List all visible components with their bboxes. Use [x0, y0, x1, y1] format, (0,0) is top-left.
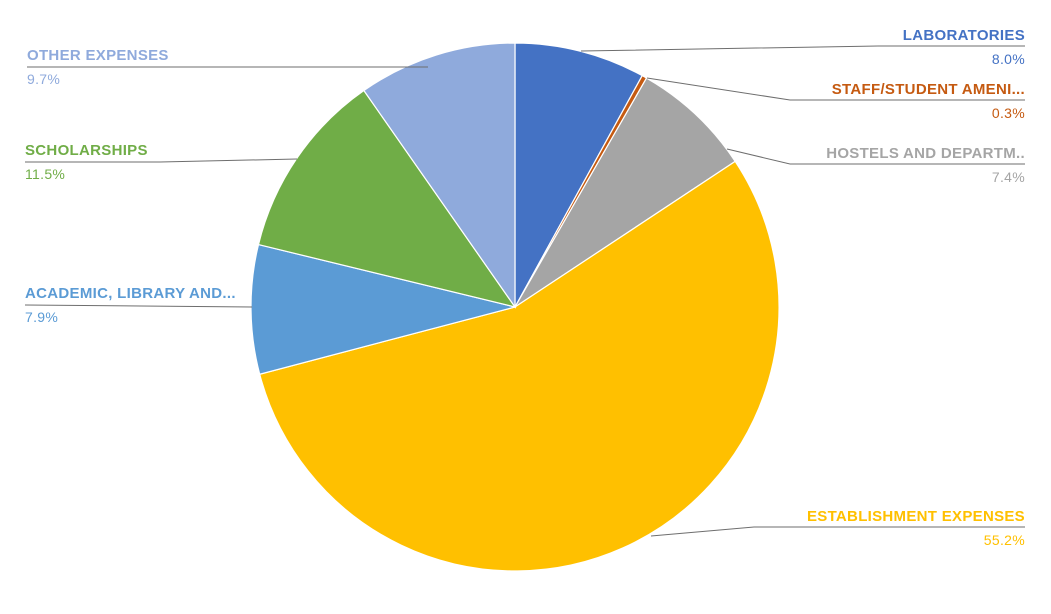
leader-line-3 — [650, 526, 1025, 537]
slice-label-name: STAFF/STUDENT AMENI... — [831, 81, 1025, 98]
leader-line-1 — [646, 77, 1025, 101]
slice-label-name: SCHOLARSHIPS — [25, 142, 148, 159]
leader-line-0 — [580, 45, 1025, 52]
slice-label-pct: 11.5% — [25, 166, 66, 182]
slice-label-pct: 7.9% — [25, 309, 59, 325]
pie-slice-4 — [250, 243, 516, 375]
slice-label-pct: 7.4% — [991, 169, 1025, 185]
slice-label-name: HOSTELS AND DEPARTM.. — [826, 145, 1025, 162]
slice-label-academic-library: ACADEMIC, LIBRARY AND... 7.9% — [25, 284, 236, 327]
slice-label-staff-student-amenities: STAFF/STUDENT AMENI... 0.3% — [832, 80, 1025, 123]
pie-slice-2 — [514, 77, 737, 308]
slice-label-name: OTHER EXPENSES — [27, 47, 169, 64]
slice-label-pct: 55.2% — [983, 532, 1025, 548]
pie-slice-6 — [363, 42, 516, 309]
slice-label-scholarships: SCHOLARSHIPS 11.5% — [25, 141, 148, 184]
slice-label-pct: 8.0% — [991, 51, 1025, 67]
pie-slice-3 — [258, 160, 780, 572]
slice-label-pct: 9.7% — [27, 71, 61, 87]
slice-label-name: ACADEMIC, LIBRARY AND... — [25, 285, 236, 302]
slice-label-name: LABORATORIES — [902, 27, 1025, 44]
slice-label-other-expenses: OTHER EXPENSES 9.7% — [27, 46, 169, 89]
leader-line-4 — [24, 304, 253, 308]
leader-line-5 — [25, 158, 298, 163]
slice-label-name: ESTABLISHMENT EXPENSES — [806, 508, 1025, 525]
leader-line-2 — [726, 148, 1025, 165]
pie-slice-5 — [257, 89, 517, 308]
slice-label-pct: 0.3% — [991, 105, 1025, 121]
slice-label-establishment-expenses: ESTABLISHMENT EXPENSES 55.2% — [807, 507, 1025, 550]
slice-label-laboratories: LABORATORIES 8.0% — [903, 26, 1025, 69]
pie-slice-0 — [514, 42, 643, 308]
slice-label-hostels-departments: HOSTELS AND DEPARTM.. 7.4% — [826, 144, 1025, 187]
